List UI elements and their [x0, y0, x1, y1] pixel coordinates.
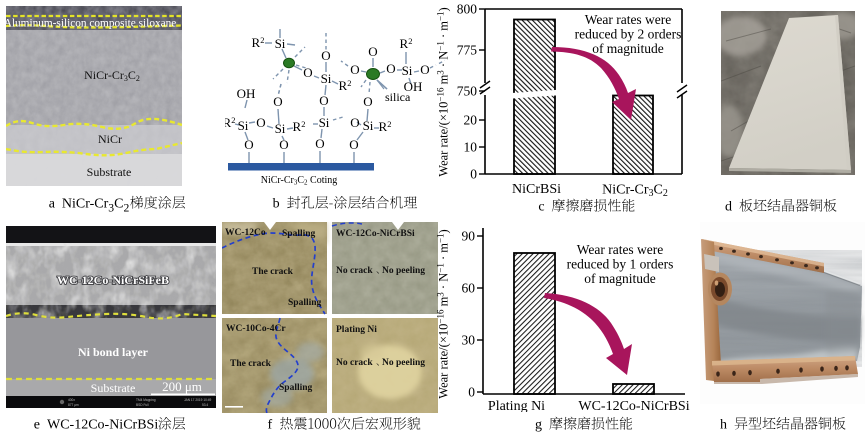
svg-text:30: 30 [462, 333, 476, 348]
svg-text:No crack: No crack [336, 266, 373, 276]
svg-text:TM4 Mapping: TM4 Mapping [136, 398, 156, 402]
svg-text:Wear rates were: Wear rates were [577, 242, 664, 257]
svg-text:Spalling: Spalling [288, 298, 322, 308]
svg-text:Si: Si [238, 118, 249, 133]
svg-text:of magnitude: of magnitude [584, 271, 656, 286]
svg-text:0: 0 [468, 385, 475, 400]
svg-text:53.4: 53.4 [202, 403, 208, 407]
svg-text:800: 800 [457, 2, 478, 17]
svg-text:The crack: The crack [252, 267, 294, 277]
svg-text:reduced by 1 orders: reduced by 1 orders [567, 257, 674, 272]
svg-text:10: 10 [464, 140, 478, 155]
svg-text:O: O [244, 137, 253, 152]
svg-text:Substrate: Substrate [91, 381, 136, 395]
svg-text:BSD Full: BSD Full [136, 403, 149, 407]
svg-text:O: O [420, 62, 429, 77]
svg-text:R2: R2 [225, 115, 235, 130]
svg-text:O: O [350, 62, 359, 77]
svg-text:Plating Ni: Plating Ni [488, 399, 545, 412]
svg-text:O: O [256, 115, 265, 130]
svg-text:O: O [273, 94, 282, 109]
svg-text:Substrate: Substrate [87, 165, 132, 179]
svg-text:O: O [315, 136, 324, 151]
svg-text:400x: 400x [68, 398, 75, 402]
svg-text:NiCr-Cr3C2: NiCr-Cr3C2 [602, 183, 668, 200]
svg-text:Wear rate/(×10−16 m3 · N−1 · m: Wear rate/(×10−16 m3 · N−1 · m−1) [436, 229, 451, 398]
svg-text:Si: Si [275, 121, 286, 136]
svg-text:O: O [386, 61, 395, 76]
svg-text:JAN 17 2019 10:49: JAN 17 2019 10:49 [184, 398, 212, 402]
svg-text:Si: Si [363, 118, 374, 133]
svg-text:No crack: No crack [336, 358, 373, 368]
svg-text:No peeling: No peeling [382, 266, 425, 276]
svg-text:775: 775 [457, 43, 478, 58]
svg-text:OH: OH [237, 86, 256, 101]
svg-text:WC-12Co-NiCrBSi: WC-12Co-NiCrBSi [578, 399, 689, 412]
svg-text:NiCrBSi: NiCrBSi [512, 182, 561, 197]
svg-text:200 μm: 200 μm [162, 379, 202, 394]
svg-text:90: 90 [462, 229, 476, 244]
svg-text:O: O [368, 44, 377, 59]
svg-text:O: O [321, 48, 330, 63]
svg-text:No peeling: No peeling [382, 358, 425, 368]
svg-text:0: 0 [470, 167, 477, 182]
svg-text:Spalling: Spalling [282, 229, 316, 239]
svg-text:Si: Si [402, 63, 413, 78]
svg-text:R2: R2 [379, 119, 392, 134]
svg-text:NiCr-Cr3C2 Coting: NiCr-Cr3C2 Coting [261, 175, 338, 187]
svg-text:Si: Si [275, 36, 286, 51]
svg-text:Aluminum-silicon composite sil: Aluminum-silicon composite siloxane [6, 18, 176, 30]
svg-text:O: O [363, 94, 372, 109]
svg-text:R2: R2 [339, 78, 352, 93]
svg-text:Spalling: Spalling [279, 383, 313, 393]
svg-text:60: 60 [462, 281, 476, 296]
svg-text:NiCr: NiCr [98, 132, 122, 146]
svg-text:WC-12Co-NiCrBSi: WC-12Co-NiCrBSi [336, 229, 415, 239]
svg-text:R2: R2 [252, 35, 265, 50]
svg-text:O: O [303, 65, 312, 80]
svg-text:Ni bond layer: Ni bond layer [78, 345, 149, 359]
svg-text:NiCr-Cr3C2: NiCr-Cr3C2 [84, 68, 140, 83]
svg-text:O: O [350, 115, 359, 130]
svg-text:Wear rates were: Wear rates were [585, 12, 672, 27]
svg-text:O: O [279, 137, 288, 152]
svg-text:O: O [349, 137, 358, 152]
svg-text:The crack: The crack [230, 359, 272, 369]
svg-text:WC-12Co-NiCrSiFeB: WC-12Co-NiCrSiFeB [57, 273, 169, 287]
svg-text:Si: Si [319, 115, 330, 130]
svg-text:silica: silica [385, 90, 411, 104]
svg-text:R2: R2 [400, 36, 413, 51]
svg-text:877 μm: 877 μm [68, 403, 79, 407]
svg-text:Si: Si [321, 71, 332, 86]
svg-text:WC-12Co: WC-12Co [225, 228, 266, 238]
svg-text:OH: OH [404, 79, 423, 94]
svg-text:Plating Ni: Plating Ni [336, 325, 377, 335]
svg-text:WC-10Co-4Cr: WC-10Co-4Cr [226, 324, 286, 334]
svg-text:of magnitude: of magnitude [592, 41, 664, 56]
svg-text:750: 750 [457, 84, 478, 99]
svg-text:Wear rate/(×10−16 m3 · N−1 · m: Wear rate/(×10−16 m3 · N−1 · m−1) [436, 7, 451, 176]
svg-text:20: 20 [464, 113, 478, 128]
svg-text:O: O [319, 93, 328, 108]
svg-text:R2: R2 [293, 119, 306, 134]
svg-text:reduced by 2 orders: reduced by 2 orders [575, 27, 682, 42]
